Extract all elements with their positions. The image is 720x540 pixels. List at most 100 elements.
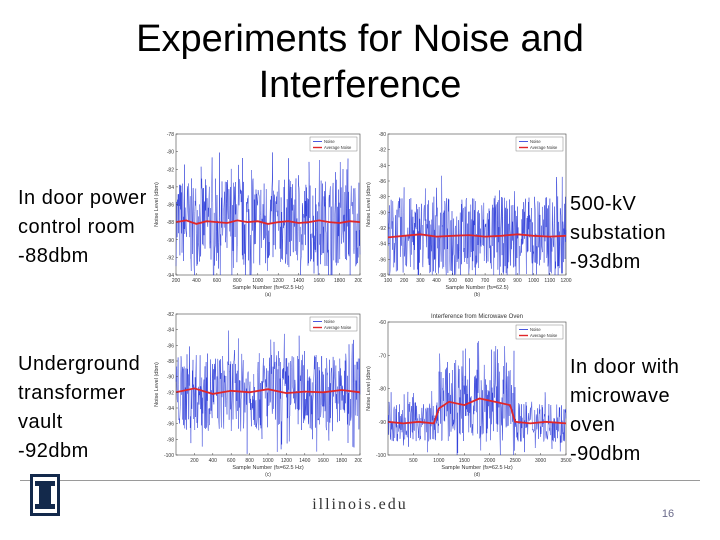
x-tick-label: 1200	[560, 278, 571, 284]
y-tick-label: -84	[167, 185, 174, 191]
x-tick-label: 1200	[281, 458, 292, 464]
y-tick-label: -82	[379, 148, 386, 154]
x-tick-label: 1000	[528, 278, 539, 284]
x-tick-label: 1600	[314, 278, 325, 284]
y-tick-label: -100	[376, 453, 386, 459]
x-tick-label: 1800	[336, 458, 347, 464]
caption-line: vault	[18, 411, 63, 433]
x-tick-label: 1400	[299, 458, 310, 464]
x-tick-label: 1000	[252, 278, 263, 284]
y-tick-label: -86	[167, 343, 174, 349]
chart-microwave-oven: Interference from Microwave Oven -60 -70 -8…	[362, 308, 572, 483]
caption-line: -92dbm	[18, 440, 89, 462]
y-tick-label: -88	[167, 220, 174, 226]
x-tick-label: 600	[213, 278, 222, 284]
caption-line: transformer	[18, 382, 126, 404]
university-logo	[30, 474, 60, 516]
y-tick-label: -86	[167, 203, 174, 209]
chart-svg-d: Interference from Microwave Oven -60 -70 -8…	[366, 314, 572, 478]
caption-line: control room	[18, 216, 136, 238]
x-axis-label: Sample Number (fs=62.5)	[445, 285, 508, 291]
y-tick-label: -86	[379, 179, 386, 185]
x-tick-label: 800	[245, 458, 254, 464]
y-tick-label: -90	[167, 375, 174, 381]
x-tick-label: 1000	[433, 458, 444, 464]
x-tick-label: 200	[190, 458, 199, 464]
y-tick-label: -82	[167, 312, 174, 318]
x-tick-label: 300	[416, 278, 425, 284]
x-tick-label: 200	[172, 278, 181, 284]
y-tick-label: -94	[167, 406, 174, 412]
y-tick-label: -100	[164, 453, 174, 459]
x-tick-label: 200	[400, 278, 409, 284]
x-tick-label: 500	[409, 458, 418, 464]
caption-top-left: In door power control room -88dbm	[18, 184, 147, 271]
y-tick-label: -84	[379, 163, 386, 169]
footer-divider	[20, 480, 700, 481]
caption-line: In door with	[570, 356, 680, 378]
x-tick-label: 2500	[510, 458, 521, 464]
y-tick-label: -98	[167, 437, 174, 443]
y-tick-label: -94	[167, 273, 174, 279]
average-noise-line	[387, 233, 567, 239]
x-tick-label: 900	[513, 278, 522, 284]
subfigure-label: (b)	[474, 292, 480, 298]
caption-top-right: 500-kV substation -93dbm	[570, 190, 666, 277]
y-tick-label: -82	[167, 167, 174, 173]
x-tick-label: 600	[227, 458, 236, 464]
chart-title: Interference from Microwave Oven	[431, 314, 523, 320]
x-tick-label: 800	[233, 278, 242, 284]
average-noise-line	[387, 397, 567, 425]
legend-average-label: Average Noise	[530, 333, 558, 338]
x-axis-label: Sample Number (fs=62.5 Hz)	[232, 465, 304, 471]
y-tick-label: -90	[167, 238, 174, 244]
caption-line: In door power	[18, 187, 147, 209]
legend-noise-label: Noise	[530, 139, 541, 144]
block-i-icon	[35, 481, 55, 509]
x-tick-label: 3000	[535, 458, 546, 464]
y-axis-label: Noise Level (dbm)	[154, 182, 160, 227]
y-tick-label: -70	[379, 353, 386, 359]
y-tick-label: -92	[167, 390, 174, 396]
x-tick-label: 800	[497, 278, 506, 284]
x-axis-label: Sample Number (fs=62.5 Hz)	[441, 465, 513, 471]
legend-average-label: Average Noise	[324, 145, 352, 150]
caption-line: oven	[570, 414, 616, 436]
y-tick-label: -90	[379, 420, 386, 426]
y-tick-label: -84	[167, 328, 174, 334]
legend-noise-label: Noise	[530, 327, 541, 332]
chart-transformer-vault: -82 -84 -86 -88 -90 -92 -94 -96 -98 -100 200 400 600…	[150, 308, 366, 483]
x-tick-label: 1500	[459, 458, 470, 464]
caption-line: -90dbm	[570, 443, 641, 465]
x-tick-label: 1400	[293, 278, 304, 284]
x-tick-label: 1800	[334, 278, 345, 284]
caption-line: substation	[570, 222, 667, 244]
title-line-2: Interference	[258, 64, 462, 106]
legend-noise-label: Noise	[324, 319, 335, 324]
caption-line: Underground	[18, 353, 141, 375]
title-line-1: Experiments for Noise and	[136, 18, 584, 60]
x-axis-label: Sample Number (fs=62.5 Hz)	[232, 285, 304, 291]
caption-line: -93dbm	[570, 251, 641, 273]
y-tick-label: -96	[379, 257, 386, 263]
y-tick-label: -92	[167, 255, 174, 261]
y-tick-label: -94	[379, 242, 386, 248]
x-tick-label: 2000	[354, 458, 365, 464]
y-tick-label: -60	[379, 320, 386, 326]
average-noise-line	[175, 387, 361, 395]
caption-line: 500-kV	[570, 193, 637, 215]
x-tick-label: 1200	[273, 278, 284, 284]
noise-series-line	[387, 175, 567, 276]
subfigure-label: (c)	[265, 472, 271, 478]
y-tick-label: -96	[167, 422, 174, 428]
caption-bottom-left: Underground transformer vault -92dbm	[18, 350, 140, 466]
x-tick-label: 2000	[484, 458, 495, 464]
y-tick-label: -88	[167, 359, 174, 365]
y-tick-label: -78	[167, 132, 174, 138]
y-tick-label: -88	[379, 195, 386, 201]
x-tick-label: 100	[384, 278, 393, 284]
chart-svg-c: -82 -84 -86 -88 -90 -92 -94 -96 -98 -100 200 400 600…	[154, 312, 366, 478]
y-axis-label: Noise Level (dbm)	[366, 366, 372, 411]
